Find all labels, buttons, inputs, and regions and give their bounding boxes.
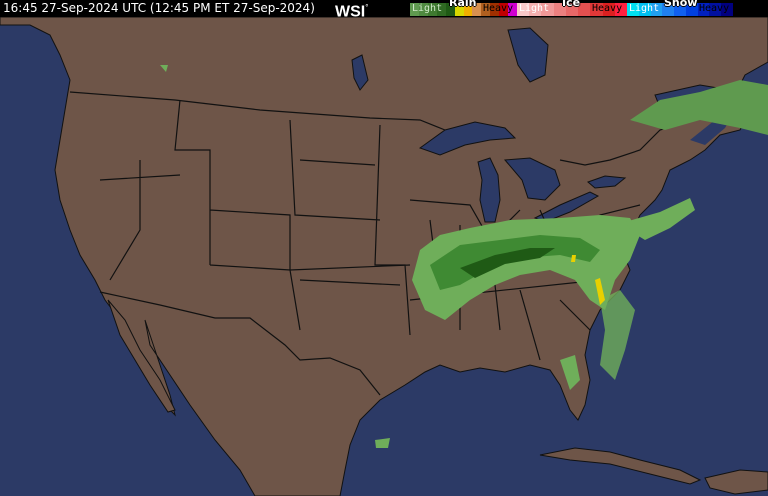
logo-text: WSI: [335, 3, 366, 21]
legend-rain-swatch: [490, 3, 500, 16]
legend-ice-swatch: [517, 3, 530, 16]
legend-ice-swatch: [614, 3, 627, 16]
legend-snow: [627, 3, 734, 16]
legend-rain-swatch: [410, 3, 419, 16]
legend-snow-swatch: [638, 3, 651, 16]
baja-california: [107, 299, 176, 413]
logo-mark: °: [365, 3, 369, 12]
legend-snow-swatch: [674, 3, 686, 16]
legend-rain-title: Rain: [449, 0, 477, 9]
lake-superior: [418, 121, 517, 156]
legend-snow-swatch: [685, 3, 698, 16]
lake-ontario: [587, 175, 627, 189]
legend-ice-swatch: [541, 3, 554, 16]
precip-atlantic-band: [625, 198, 695, 240]
precip-heavy: [460, 248, 555, 278]
legend-rain-swatch: [481, 3, 491, 16]
legend-snow-swatch: [662, 3, 675, 16]
precip-carolina-coast: [600, 290, 635, 380]
legend-ice-swatch: [553, 3, 566, 16]
legend-rain-swatch: [445, 3, 455, 16]
legend-ice-swatch: [529, 3, 542, 16]
cuba: [539, 447, 702, 485]
legend-rain-swatch: [472, 3, 482, 16]
header-bar: 16:45 27-Sep-2024 UTC (12:45 PM ET 27-Se…: [0, 0, 768, 20]
timestamp: 16:45 27-Sep-2024 UTC (12:45 PM ET 27-Se…: [3, 1, 315, 15]
legend-rain-swatch: [418, 3, 428, 16]
lake-michigan: [477, 157, 501, 223]
legend-snow-swatch: [709, 3, 722, 16]
legend-ice-light: Light: [519, 3, 550, 14]
legend-ice-swatch: [590, 3, 603, 16]
legend-rain-swatch: [499, 3, 509, 16]
lake-huron: [503, 157, 561, 201]
legend-rain-light: Light: [412, 3, 443, 14]
lake-winnipeg: [351, 54, 369, 91]
legend-rain-swatch: [427, 3, 437, 16]
legend-snow-heavy: Heavy: [699, 3, 730, 14]
legend-ice-swatch: [578, 3, 591, 16]
legend-rain-swatch: [463, 3, 473, 16]
legend-snow-swatch: [650, 3, 663, 16]
hispaniola: [704, 469, 768, 495]
legend-rain-swatch: [508, 3, 518, 16]
legend-snow-swatch: [721, 3, 734, 16]
legend-rain: [410, 3, 518, 16]
james-bay: [507, 27, 549, 83]
legend-ice-swatch: [565, 3, 579, 16]
legend-snow-light: Light: [629, 3, 660, 14]
legend-ice: [517, 3, 627, 16]
legend-snow-swatch: [697, 3, 710, 16]
legend-rain-swatch: [454, 3, 464, 16]
legend-ice-heavy: Heavy: [592, 3, 623, 14]
precip-mixed: [571, 255, 605, 305]
precip-maritimes: [630, 80, 768, 135]
legend-ice-title: Ice: [562, 0, 581, 9]
us-mexico-border: [99, 291, 381, 396]
legend-snow-title: Snow: [664, 0, 698, 9]
legend-rain-heavy: Heavy: [483, 3, 514, 14]
legend-ice-swatch: [602, 3, 615, 16]
legend-snow-swatch: [627, 3, 639, 16]
wsi-logo: WSI°: [335, 0, 368, 20]
precipitation: [160, 65, 768, 448]
legend-rain-swatch: [436, 3, 446, 16]
